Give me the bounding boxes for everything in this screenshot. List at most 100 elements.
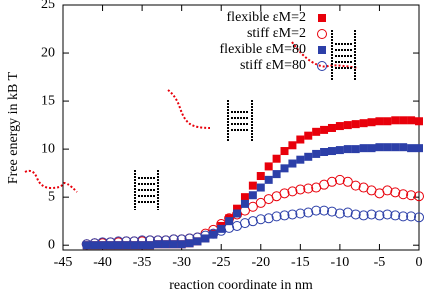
marker <box>350 209 361 220</box>
marker <box>121 236 132 247</box>
marker <box>367 118 376 127</box>
marker <box>272 170 281 179</box>
x-tick-label: -30 <box>172 255 191 270</box>
marker <box>130 241 139 250</box>
marker <box>296 155 305 164</box>
legend-label: flexible εM=80 <box>220 42 306 57</box>
x-tick-label: 0 <box>416 255 423 270</box>
marker <box>334 208 345 219</box>
marker <box>406 190 417 201</box>
marker <box>406 211 417 222</box>
chain <box>167 89 211 129</box>
marker <box>264 162 273 171</box>
marker <box>295 208 306 219</box>
marker <box>304 152 313 161</box>
marker <box>224 222 235 233</box>
y-tick-label: 10 <box>41 141 55 156</box>
marker <box>311 205 322 216</box>
legend-label: stiff εM=2 <box>247 26 306 41</box>
marker <box>89 238 100 249</box>
marker <box>327 123 336 132</box>
marker <box>256 172 265 181</box>
marker <box>382 185 393 196</box>
marker <box>390 210 401 221</box>
y-tick-label: 20 <box>41 45 55 60</box>
marker <box>335 146 344 155</box>
marker <box>399 143 408 152</box>
x-tick-label: -5 <box>374 255 386 270</box>
marker <box>145 235 156 246</box>
illustrations <box>24 30 359 210</box>
marker <box>114 241 123 250</box>
y-axis-label: Free energy in kB T <box>6 71 21 184</box>
marker <box>342 207 353 218</box>
marker <box>375 117 384 126</box>
marker <box>399 116 408 125</box>
marker <box>272 154 281 163</box>
marker <box>415 117 423 126</box>
marker <box>391 143 400 152</box>
marker <box>279 210 290 221</box>
marker <box>239 218 250 229</box>
marker <box>343 121 352 130</box>
marker <box>350 180 361 191</box>
pore <box>227 100 253 142</box>
marker <box>407 116 416 125</box>
x-tick-label: -35 <box>133 255 152 270</box>
marker <box>233 204 242 213</box>
marker <box>106 241 115 250</box>
marker <box>366 209 377 220</box>
marker <box>319 205 330 216</box>
marker <box>97 237 108 248</box>
plot-frame <box>62 4 420 251</box>
x-tick-label: -20 <box>251 255 270 270</box>
marker <box>153 240 162 249</box>
marker <box>318 46 326 54</box>
marker <box>327 147 336 156</box>
pore <box>134 170 159 210</box>
marker <box>383 143 392 152</box>
marker <box>225 217 234 226</box>
marker <box>255 197 266 208</box>
x-tick-label: -40 <box>93 255 112 270</box>
chain <box>24 169 78 193</box>
marker <box>312 149 321 158</box>
x-axis-label: reaction coordinate in nm <box>169 278 313 293</box>
marker <box>247 216 258 227</box>
y-tick-label: 25 <box>41 0 55 12</box>
marker <box>209 230 218 239</box>
legend-label: stiff εM=80 <box>240 58 306 73</box>
marker <box>176 234 187 245</box>
x-tick-label: -15 <box>291 255 310 270</box>
marker <box>367 144 376 153</box>
marker <box>326 206 337 217</box>
marker <box>320 125 329 134</box>
x-tick-label: -10 <box>331 255 350 270</box>
marker <box>287 186 298 197</box>
marker <box>122 241 131 250</box>
marker <box>359 119 368 128</box>
marker <box>161 240 170 249</box>
marker <box>303 207 314 218</box>
marker <box>351 145 360 154</box>
marker <box>280 164 289 173</box>
marker <box>81 239 92 250</box>
marker <box>137 235 148 246</box>
marker <box>98 241 107 250</box>
marker <box>263 213 274 224</box>
marker <box>415 144 423 153</box>
pore <box>331 30 356 80</box>
marker <box>82 241 91 250</box>
marker <box>90 241 99 250</box>
marker <box>320 148 329 156</box>
marker <box>407 144 416 153</box>
marker <box>192 232 203 243</box>
marker <box>193 237 202 246</box>
marker <box>414 191 424 202</box>
marker <box>391 116 400 125</box>
marker <box>288 159 297 168</box>
marker <box>374 210 385 221</box>
y-tick-label: 5 <box>48 189 55 204</box>
marker <box>296 135 305 144</box>
y-tick-label: 0 <box>48 237 55 252</box>
